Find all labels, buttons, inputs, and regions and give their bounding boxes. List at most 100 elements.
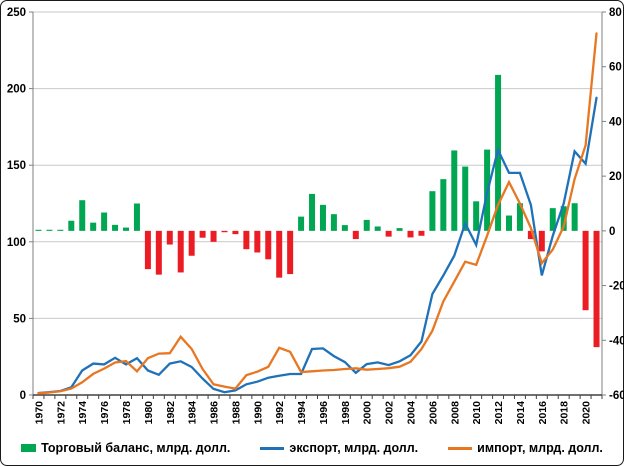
chart-legend: Торговый баланс, млрд. долл. экспорт, мл… bbox=[0, 436, 624, 460]
balance-bar-positive bbox=[473, 201, 480, 231]
balance-bar-negative bbox=[287, 230, 294, 275]
balance-bar-negative bbox=[166, 230, 173, 245]
balance-bar-negative bbox=[276, 230, 283, 278]
x-axis-year-label: 2012 bbox=[493, 401, 505, 425]
balance-bar-positive bbox=[309, 193, 316, 231]
balance-bar-positive bbox=[440, 179, 447, 231]
right-axis-tick-label: 80 bbox=[609, 7, 622, 19]
balance-bar-positive bbox=[57, 229, 64, 231]
balance-bar-negative bbox=[593, 230, 600, 348]
x-axis-year-label: 2016 bbox=[537, 401, 549, 425]
right-axis-tick-label: -20 bbox=[609, 281, 624, 293]
x-axis-year-label: 2004 bbox=[406, 401, 418, 425]
left-axis-tick-label: 150 bbox=[7, 160, 26, 172]
x-axis-year-label: 2002 bbox=[384, 401, 396, 425]
right-axis-tick-label: 60 bbox=[609, 62, 622, 74]
import-line-swatch-icon bbox=[448, 446, 473, 450]
balance-bar-positive bbox=[462, 166, 469, 231]
balance-bar-positive bbox=[133, 203, 140, 231]
x-axis-year-label: 1996 bbox=[318, 401, 330, 425]
balance-bar-positive bbox=[35, 229, 42, 231]
balance-bar-positive bbox=[101, 212, 108, 231]
legend-item-trade-balance: Торговый баланс, млрд. долл. bbox=[21, 441, 230, 455]
balance-bar-positive bbox=[571, 203, 578, 231]
right-axis-tick-label: -40 bbox=[609, 335, 624, 347]
right-axis-tick-label: 40 bbox=[609, 116, 622, 128]
export-line bbox=[37, 96, 598, 395]
x-axis-year-label: 1972 bbox=[55, 401, 67, 425]
left-axis-tick-label: 0 bbox=[20, 390, 26, 402]
balance-bar-positive bbox=[79, 200, 86, 231]
balance-bar-negative bbox=[144, 230, 151, 270]
balance-bar-negative bbox=[407, 230, 414, 238]
legend-item-import: импорт, млрд. долл. bbox=[448, 441, 603, 455]
balance-bar-positive bbox=[341, 225, 348, 231]
x-axis-year-label: 1982 bbox=[165, 401, 177, 425]
chart-canvas: 0 50 100 150 200 250 -60 -40 -20 0 20 40 60 80 1970 197… bbox=[7, 7, 624, 425]
balance-bar-negative bbox=[243, 230, 250, 250]
balance-bar-positive bbox=[112, 224, 119, 231]
balance-bar-negative bbox=[188, 230, 195, 256]
x-axis-year-label: 1994 bbox=[296, 401, 308, 425]
balance-bar-positive bbox=[396, 228, 403, 231]
right-axis-tick-label: 0 bbox=[609, 226, 615, 238]
balance-bar-positive bbox=[363, 219, 370, 231]
balance-bar-positive bbox=[429, 191, 436, 231]
left-axis-tick-label: 250 bbox=[7, 7, 26, 19]
balance-bar-negative bbox=[352, 230, 359, 240]
balance-bar-negative bbox=[177, 230, 184, 273]
import-line bbox=[37, 32, 598, 395]
balance-bar-positive bbox=[516, 203, 523, 231]
balance-bar-negative bbox=[254, 230, 261, 253]
x-axis-year-label: 1974 bbox=[77, 401, 89, 425]
left-axis-tick-label: 200 bbox=[7, 84, 26, 96]
right-axis-tick-label: 20 bbox=[609, 171, 622, 183]
x-axis-year-label: 2020 bbox=[581, 401, 593, 425]
x-axis-year-label: 1990 bbox=[252, 401, 264, 425]
balance-bar-positive bbox=[451, 150, 458, 231]
x-axis-year-label: 2018 bbox=[559, 401, 571, 425]
legend-item-export: экспорт, млрд. долл. bbox=[260, 441, 418, 455]
balance-bar-positive bbox=[549, 208, 556, 231]
x-axis-year-label: 1976 bbox=[99, 401, 111, 425]
x-axis-year-label: 1992 bbox=[274, 401, 286, 425]
balance-bar-positive bbox=[374, 226, 381, 231]
x-axis-year-label: 2010 bbox=[471, 401, 483, 425]
export-line-swatch-icon bbox=[260, 446, 285, 450]
x-axis-year-label: 1980 bbox=[143, 401, 155, 425]
balance-bar-negative bbox=[527, 230, 534, 240]
balance-bar-negative bbox=[418, 230, 425, 236]
balance-bar-negative bbox=[199, 230, 206, 238]
right-axis-tick-label: -60 bbox=[609, 390, 624, 402]
x-axis-year-label: 1984 bbox=[187, 401, 199, 425]
balance-bar-negative bbox=[538, 230, 545, 252]
balance-bar-negative bbox=[232, 230, 239, 235]
x-axis-year-label: 1998 bbox=[340, 401, 352, 425]
balance-bar-positive bbox=[123, 227, 130, 231]
balance-bar-positive bbox=[319, 204, 326, 231]
x-axis-year-label: 1988 bbox=[230, 401, 242, 425]
balance-bar-positive bbox=[90, 222, 97, 231]
balance-bar-negative bbox=[265, 230, 272, 260]
balance-bar-positive bbox=[330, 214, 337, 231]
x-axis-year-label: 1978 bbox=[121, 401, 133, 425]
left-axis-tick-label: 100 bbox=[7, 237, 26, 249]
x-axis-year-label: 2014 bbox=[515, 401, 527, 425]
x-axis-year-label: 1970 bbox=[33, 401, 45, 425]
x-axis-year-label: 2000 bbox=[362, 401, 374, 425]
legend-label-import: импорт, млрд. долл. bbox=[477, 441, 603, 455]
balance-bar-positive bbox=[505, 215, 512, 231]
balance-bar-negative bbox=[155, 230, 162, 275]
x-axis-year-label: 1986 bbox=[209, 401, 221, 425]
x-axis-year-label: 2006 bbox=[427, 401, 439, 425]
balance-bar-positive bbox=[46, 229, 53, 231]
balance-bar-negative bbox=[221, 230, 228, 233]
legend-label-trade-balance: Торговый баланс, млрд. долл. bbox=[41, 441, 231, 455]
balance-bar-positive bbox=[68, 220, 75, 231]
balance-bar-negative bbox=[210, 230, 217, 242]
trade-balance-swatch-icon bbox=[21, 444, 37, 452]
x-axis-year-label: 2008 bbox=[449, 401, 461, 425]
balance-bar-positive bbox=[560, 206, 567, 231]
